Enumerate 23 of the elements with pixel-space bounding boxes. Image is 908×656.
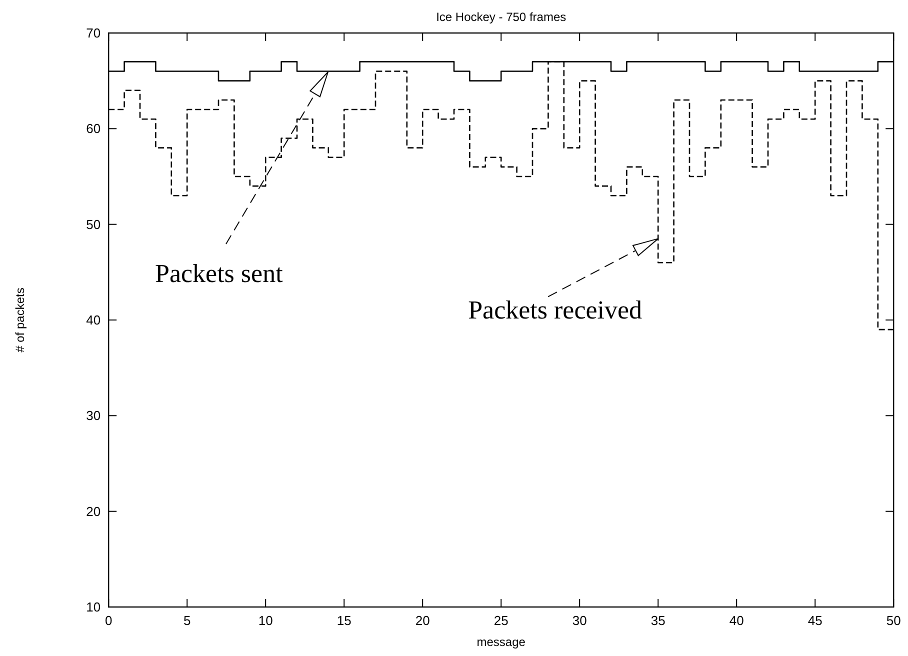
x-tick-label: 40 xyxy=(729,613,744,628)
y-tick-label: 60 xyxy=(86,121,101,136)
x-tick-label: 30 xyxy=(572,613,587,628)
y-tick-label: 10 xyxy=(86,600,101,614)
x-tick-label: 45 xyxy=(808,613,822,628)
chart-title: Ice Hockey - 750 frames xyxy=(436,10,566,24)
x-tick-label: 20 xyxy=(415,613,430,628)
annotation: Packets sent xyxy=(155,259,284,288)
x-tick-label: 10 xyxy=(258,613,273,628)
y-tick-label: 30 xyxy=(86,408,101,424)
y-tick-label: 20 xyxy=(86,504,101,519)
x-tick-label: 0 xyxy=(104,613,112,628)
x-tick-label: 35 xyxy=(650,613,666,628)
x-tick-label: 15 xyxy=(336,613,352,628)
y-axis-title: # of packets xyxy=(13,288,27,352)
annotation: Packets received xyxy=(468,296,642,325)
y-tick-label: 70 xyxy=(86,26,101,40)
y-tick-label: 50 xyxy=(86,216,101,232)
x-axis-title: message xyxy=(476,635,526,649)
x-tick-label: 50 xyxy=(886,613,901,628)
x-tick-label: 25 xyxy=(494,613,508,628)
x-tick-label: 5 xyxy=(183,613,191,628)
y-tick-label: 40 xyxy=(86,312,101,328)
